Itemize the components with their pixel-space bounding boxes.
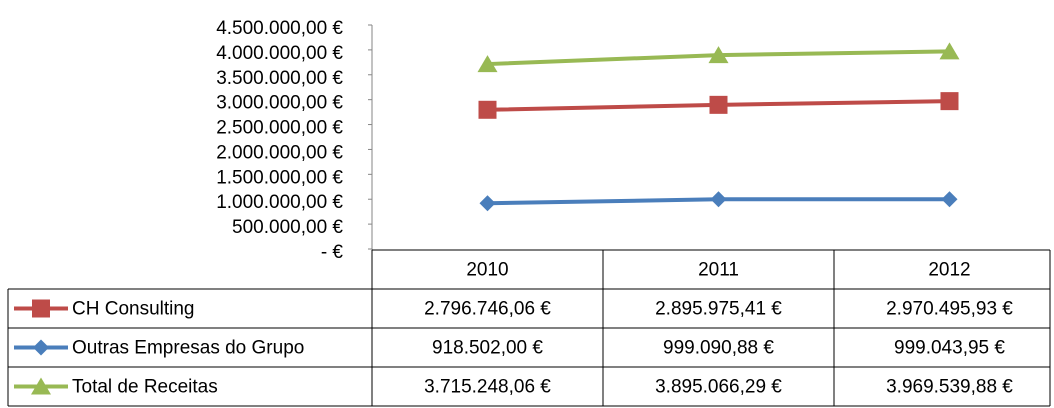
y-tick-label: 4.500.000,00 € bbox=[216, 18, 343, 39]
table-cell: 2.970.495,93 € bbox=[886, 299, 1013, 320]
y-tick-label: 500.000,00 € bbox=[232, 217, 343, 238]
y-tick-label: 2.000.000,00 € bbox=[216, 142, 343, 163]
legend-label: CH Consulting bbox=[72, 299, 195, 320]
marker bbox=[941, 191, 958, 208]
legend-label: Outras Empresas do Grupo bbox=[72, 338, 304, 359]
marker bbox=[940, 92, 959, 111]
y-tick-label: 4.000.000,00 € bbox=[216, 43, 343, 64]
marker bbox=[710, 191, 727, 208]
table-cell: 2.895.975,41 € bbox=[655, 299, 782, 320]
marker bbox=[33, 339, 49, 356]
y-tick-label: 1.500.000,00 € bbox=[216, 167, 343, 188]
marker bbox=[708, 46, 729, 64]
x-tick-label: 2010 bbox=[466, 260, 508, 281]
marker bbox=[31, 377, 51, 395]
x-tick-label: 2012 bbox=[928, 260, 970, 281]
marker bbox=[477, 55, 498, 73]
marker bbox=[32, 299, 50, 318]
marker bbox=[479, 195, 496, 212]
x-tick-label: 2011 bbox=[698, 260, 739, 281]
marker bbox=[709, 95, 728, 114]
table-cell: 2.796.746,06 € bbox=[424, 299, 551, 320]
y-tick-label: 1.000.000,00 € bbox=[216, 192, 343, 213]
marker bbox=[478, 100, 497, 119]
table-cell: 918.502,00 € bbox=[432, 338, 543, 359]
table-cell: 3.969.539,88 € bbox=[886, 377, 1013, 398]
table-cell: 999.043,95 € bbox=[894, 338, 1005, 359]
table-cell: 999.090,88 € bbox=[663, 338, 774, 359]
marker bbox=[939, 42, 960, 60]
y-tick-label: 2.500.000,00 € bbox=[216, 118, 343, 139]
y-tick-label: 3.500.000,00 € bbox=[216, 68, 343, 89]
y-tick-label: 3.000.000,00 € bbox=[216, 93, 343, 114]
table-cell: 3.715.248,06 € bbox=[424, 377, 551, 398]
y-tick-label: - € bbox=[321, 242, 344, 263]
legend-label: Total de Receitas bbox=[72, 377, 218, 398]
table-cell: 3.895.066,29 € bbox=[655, 377, 782, 398]
